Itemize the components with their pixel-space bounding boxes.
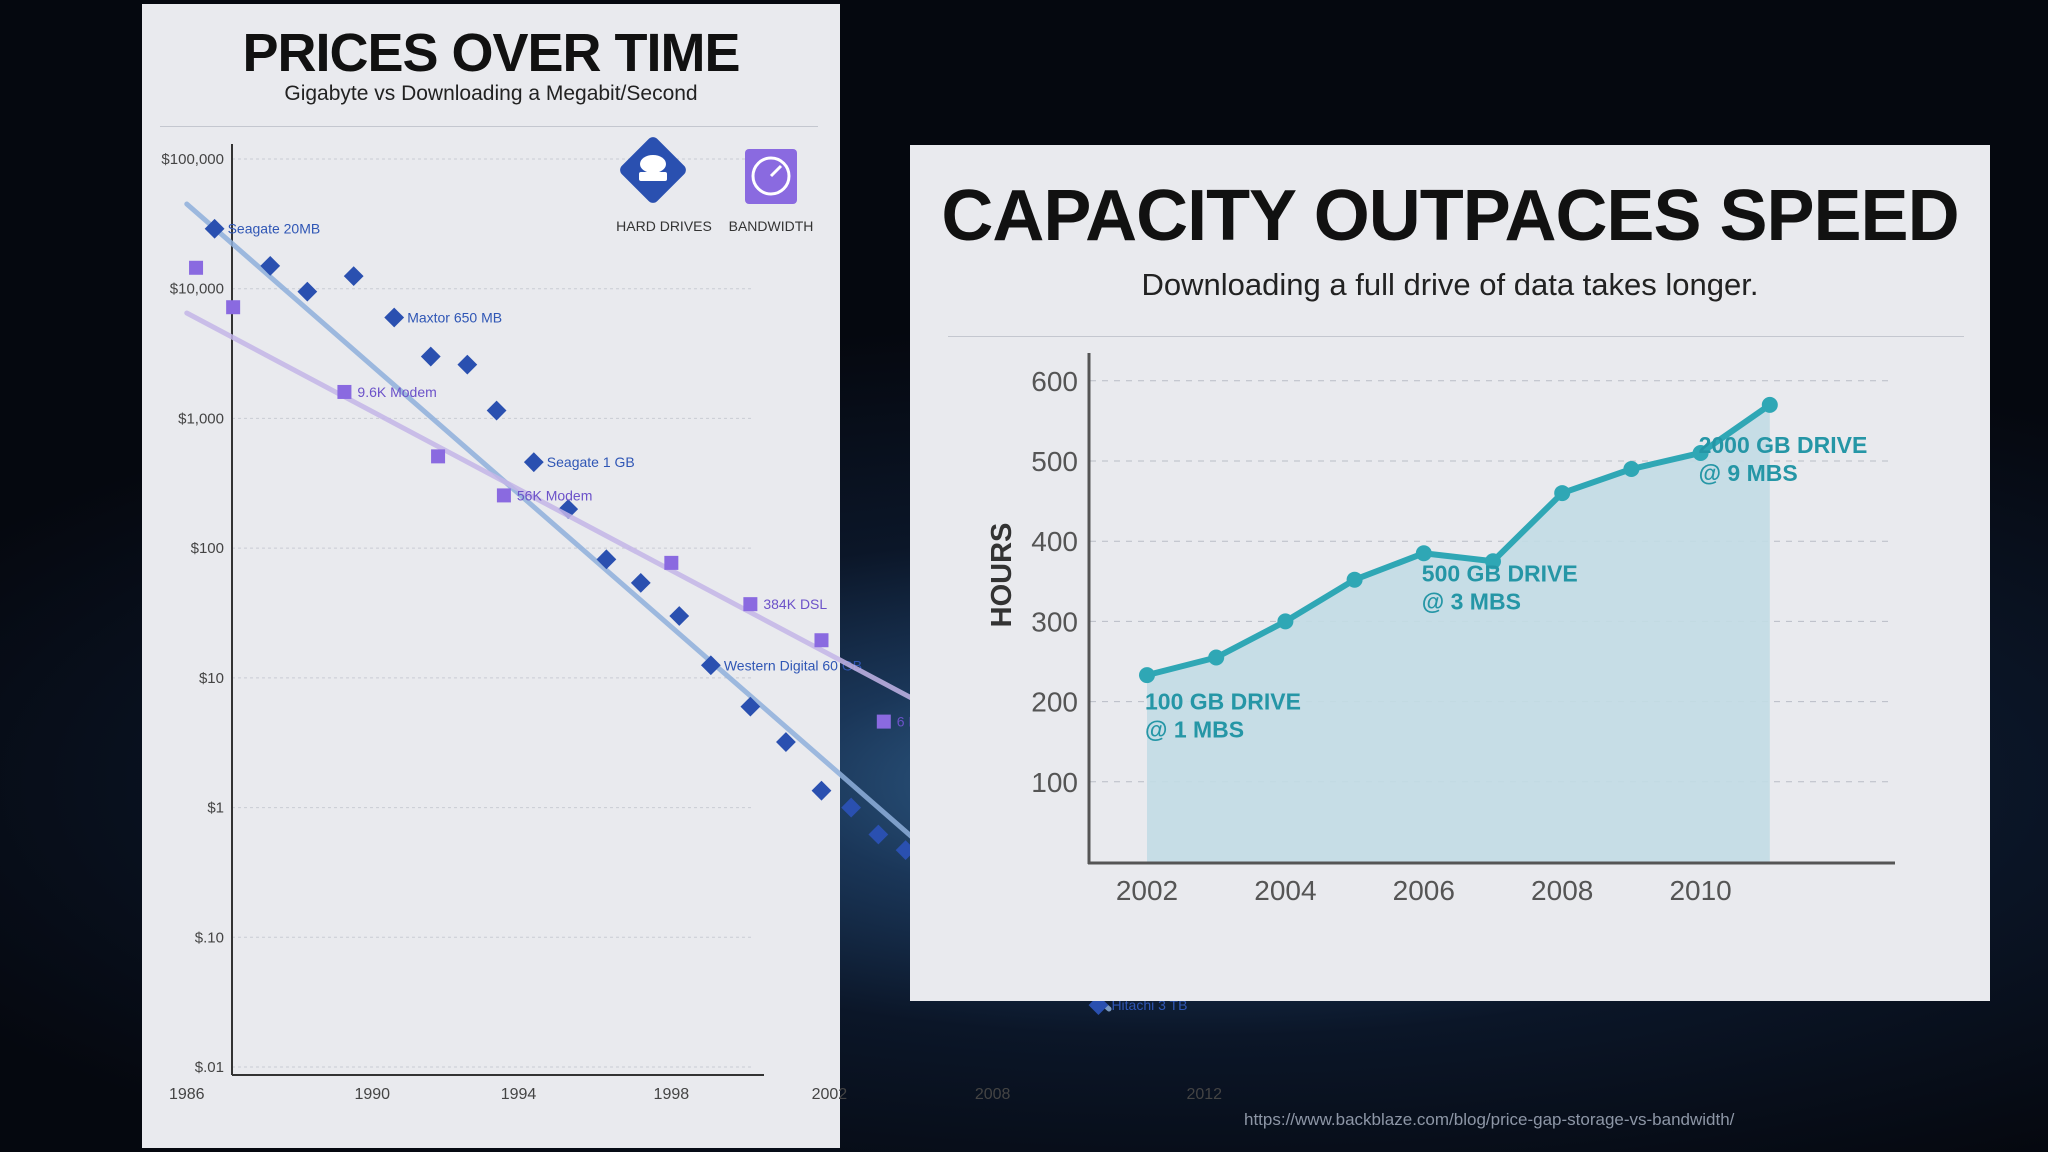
bandwidth-icon-needle [769, 164, 783, 178]
x-tick-label: 2010 [1669, 875, 1731, 906]
hard-drive-point [700, 655, 721, 676]
bandwidth-point [189, 260, 204, 275]
hard-drive-point [776, 732, 796, 752]
prices-over-time-panel: PRICES OVER TIME Gigabyte vs Downloading… [142, 4, 1222, 1148]
annotation-label: 100 GB DRIVE [1145, 689, 1301, 715]
hard-drive-point [384, 307, 405, 328]
bandwidth-icon-dial [751, 156, 791, 196]
point-label: 56K Modem [517, 487, 592, 503]
x-tick-label: 2004 [1254, 875, 1316, 906]
hard-drive-icon-base [639, 172, 667, 181]
hard-drive-point [811, 780, 832, 801]
hard-drive-icon [620, 137, 686, 203]
data-point [1277, 613, 1294, 630]
point-label: Seagate 20MB [228, 221, 321, 237]
point-label: Western Digital 60 GB [724, 657, 862, 673]
bandwidth-point [226, 300, 241, 315]
chart-title: PRICES OVER TIME [242, 23, 740, 83]
hard-drive-icon-disk [640, 155, 666, 173]
source-url[interactable]: https://www.backblaze.com/blog/price-gap… [1244, 1110, 1735, 1129]
x-tick-label: 2008 [975, 1086, 1011, 1103]
y-tick-label: $100,000 [161, 151, 224, 168]
y-tick-label: $100 [191, 540, 224, 557]
bandwidth-point [743, 597, 758, 612]
series-line [1146, 402, 1772, 679]
hard-drive-point [486, 400, 507, 421]
x-tick-label: 2012 [1186, 1086, 1222, 1103]
bandwidth-point [431, 449, 446, 464]
y-axis-label: HOURS [986, 523, 1018, 628]
point-label: 9.6K Modem [357, 384, 436, 400]
hard-drive-point [740, 696, 761, 717]
y-tick-label: 600 [1031, 366, 1078, 397]
hard-drive-point [457, 354, 478, 375]
hard-drive-point [343, 266, 364, 287]
hard-drive-point [596, 549, 617, 570]
data-point [1485, 553, 1501, 570]
data-point [1554, 485, 1571, 502]
y-tick-label: $.10 [195, 929, 224, 946]
x-tick-label: 2002 [1116, 875, 1178, 906]
x-tick-label: 2008 [1531, 875, 1593, 906]
y-tick-label: $10 [199, 670, 224, 687]
hard-drive-point [669, 606, 690, 626]
annotation-label: @ 9 MBS [1699, 460, 1798, 486]
data-point [1761, 396, 1778, 413]
x-tick-label: 1994 [501, 1086, 537, 1103]
x-tick-label: 1990 [354, 1086, 390, 1103]
title-divider [160, 126, 818, 127]
annotation-label: @ 1 MBS [1145, 717, 1244, 743]
x-tick-label: 1998 [654, 1086, 690, 1103]
prices-chart: $.01 $.10 $1 $10 $100 $1,000 $10,000 $100,000 19… [161, 137, 1222, 1103]
bandwidth-point [337, 384, 352, 399]
y-tick-label: 300 [1031, 606, 1078, 637]
point-label: Hitachi 3 TB [1111, 997, 1187, 1013]
hard-drive-point [841, 797, 862, 818]
annotation-label: 2000 GB DRIVE [1699, 432, 1868, 458]
chart-subtitle: Downloading a full drive of data takes l… [1141, 267, 1759, 302]
legend-bandwidth: BANDWIDTH [729, 218, 814, 234]
hours-chart: 100 200 300 400 500 600 2002 2004 2006 2008 2010 HO… [986, 353, 1895, 906]
y-tick-label: $10,000 [170, 281, 224, 298]
hard-drive-point [630, 572, 651, 593]
y-tick-label: $1,000 [178, 410, 224, 427]
data-point [1139, 667, 1155, 684]
y-tick-label: 200 [1031, 687, 1078, 718]
title-divider [948, 336, 1964, 337]
y-tick-label: 500 [1031, 446, 1078, 477]
data-point [1623, 461, 1640, 478]
hard-drive-point [523, 452, 544, 473]
data-point [1415, 545, 1432, 562]
bandwidth-point [814, 633, 829, 648]
y-tick-label: 100 [1031, 767, 1078, 798]
x-tick-label: 2006 [1393, 875, 1455, 906]
point-label: Maxtor 650 MB [407, 309, 502, 325]
hard-drive-point [420, 346, 441, 367]
point-label: 384K DSL [763, 596, 827, 612]
bandwidth-icon [745, 149, 797, 204]
point-label: Seagate 1 GB [547, 454, 635, 470]
bandwidth-point [876, 714, 891, 729]
annotation-label: @ 3 MBS [1422, 588, 1521, 614]
annotation-label: 500 GB DRIVE [1422, 560, 1578, 586]
data-point [1346, 571, 1363, 588]
legend-hard-drives: HARD DRIVES [616, 218, 712, 234]
y-tick-label: $1 [207, 800, 224, 817]
x-tick-label: 1986 [169, 1086, 205, 1103]
y-tick-label: $.01 [195, 1059, 224, 1076]
capacity-outpaces-speed-panel: CAPACITY OUTPACES SPEED Downloading a fu… [910, 145, 1990, 1001]
chart-subtitle: Gigabyte vs Downloading a Megabit/Second [284, 82, 698, 105]
y-tick-label: 400 [1031, 526, 1078, 557]
data-point [1208, 649, 1225, 666]
x-tick-label: 2002 [812, 1086, 848, 1103]
bandwidth-point [664, 555, 679, 570]
chart-title: CAPACITY OUTPACES SPEED [941, 176, 1959, 256]
hard-drive-point [868, 824, 889, 845]
data-point [1692, 444, 1709, 461]
hard-drive-point [297, 281, 318, 302]
area-fill [1147, 404, 1770, 862]
bandwidth-point [496, 488, 511, 503]
